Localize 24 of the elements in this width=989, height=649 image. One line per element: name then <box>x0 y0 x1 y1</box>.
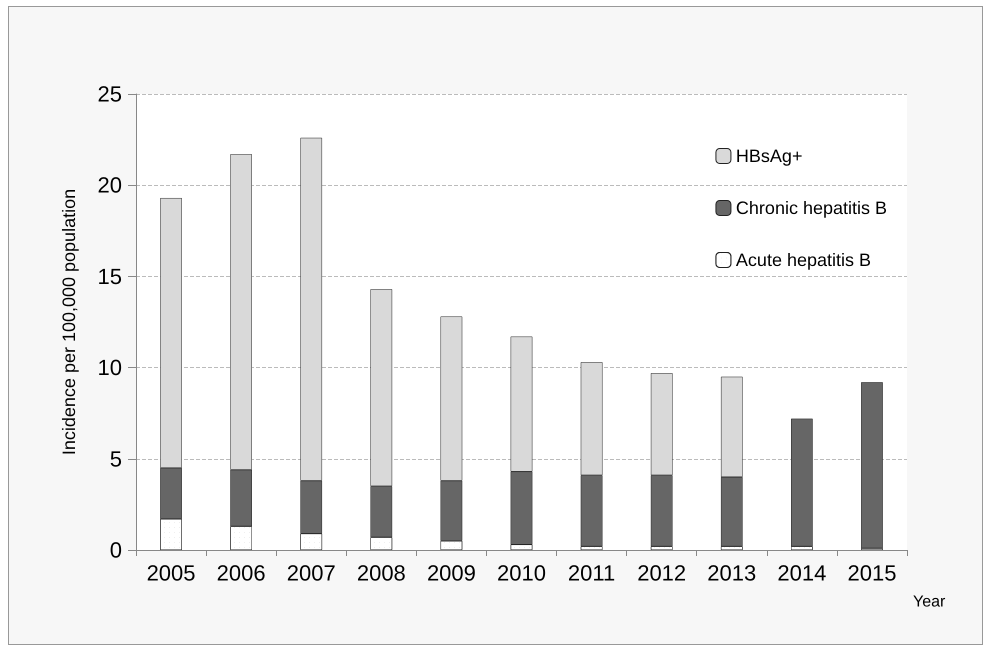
x-axis-title: Year <box>913 594 946 610</box>
bar <box>791 418 813 546</box>
y-tick-label: 25 <box>98 82 122 106</box>
x-tick-label: 2014 <box>777 560 826 586</box>
x-tick-label: 2006 <box>216 560 266 586</box>
y-tick-label: 5 <box>110 446 122 472</box>
x-tick-label: 2009 <box>426 560 476 586</box>
x-tick-label: 2010 <box>497 560 546 586</box>
y-tick-label: 0 <box>110 538 122 562</box>
x-tick-label: 2015 <box>847 560 896 586</box>
x-tick-label: 2008 <box>356 560 406 586</box>
bar <box>861 382 883 548</box>
x-tick-label: 2005 <box>146 560 196 586</box>
x-tick-label: 2012 <box>637 560 686 586</box>
x-tick-label: 2011 <box>568 560 616 586</box>
x-tick-label: 2007 <box>286 560 336 586</box>
y-tick-label: 10 <box>98 355 122 380</box>
y-tick-label: 20 <box>98 172 122 198</box>
y-axis-title: Incidence per 100,000 population <box>59 188 79 456</box>
legend-label: HBsAg+ <box>736 146 802 166</box>
legend-label: Acute hepatitis B <box>736 250 872 270</box>
y-tick-label: 15 <box>98 264 122 289</box>
legend-label: Chronic hepatitis B <box>736 198 888 218</box>
x-tick-label: 2013 <box>707 560 756 586</box>
